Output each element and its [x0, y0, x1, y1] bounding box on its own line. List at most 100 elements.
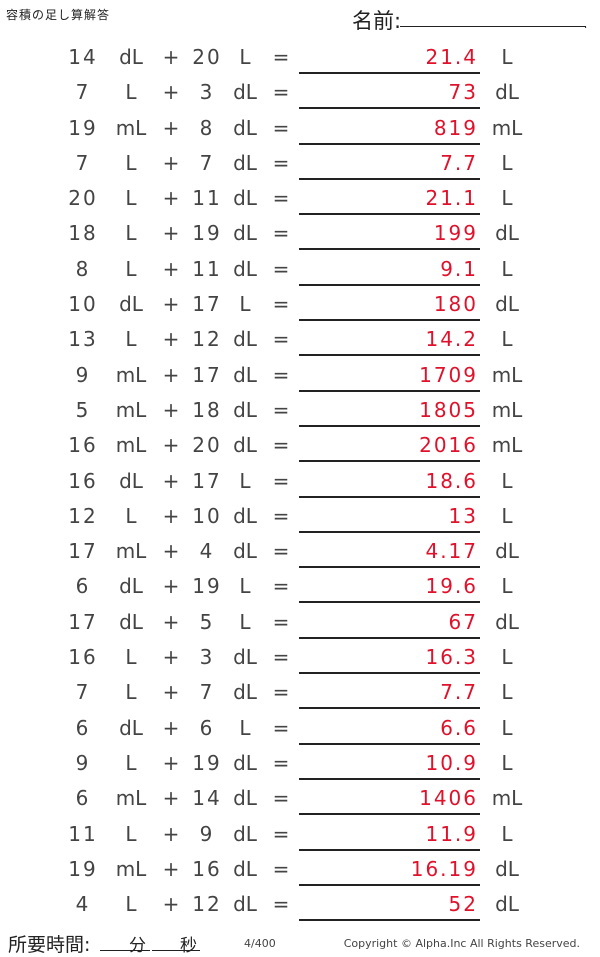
- operand-b: 11: [192, 256, 222, 281]
- answer-line[interactable]: [299, 319, 480, 322]
- result-unit: L: [501, 680, 513, 705]
- unit-b: dL: [233, 221, 257, 246]
- operand-a: 7: [75, 680, 91, 705]
- answer-line[interactable]: [299, 777, 480, 780]
- result-unit: mL: [491, 362, 523, 387]
- unit-b: dL: [233, 645, 257, 670]
- answer-line[interactable]: [299, 495, 480, 498]
- answer-line[interactable]: [299, 883, 480, 886]
- operand-a: 16: [68, 468, 98, 493]
- answer-line[interactable]: [299, 742, 480, 745]
- answer-line[interactable]: [299, 424, 480, 427]
- answer-value: 1709: [419, 362, 478, 387]
- plus-sign: +: [162, 821, 180, 846]
- name-field-line[interactable]: [400, 26, 586, 27]
- equals-sign: =: [272, 115, 290, 140]
- plus-sign: +: [162, 856, 180, 881]
- plus-sign: +: [162, 680, 180, 705]
- answer-line[interactable]: [299, 601, 480, 604]
- operand-a: 17: [68, 539, 98, 564]
- plus-sign: +: [162, 115, 180, 140]
- unit-b: L: [239, 715, 251, 740]
- plus-sign: +: [162, 715, 180, 740]
- answer-line[interactable]: [299, 460, 480, 463]
- equals-sign: =: [272, 327, 290, 352]
- problem-row: 12 L +10 dL = 13 L: [0, 499, 600, 534]
- answer-line[interactable]: [299, 919, 480, 922]
- unit-b: dL: [233, 750, 257, 775]
- unit-b: L: [239, 468, 251, 493]
- problem-row: 16 mL +20 dL = 2016 mL: [0, 428, 600, 463]
- answer-line[interactable]: [299, 142, 480, 145]
- result-unit: L: [501, 574, 513, 599]
- operand-b: 12: [192, 892, 222, 917]
- plus-sign: +: [162, 327, 180, 352]
- plus-sign: +: [162, 468, 180, 493]
- answer-line[interactable]: [299, 707, 480, 710]
- unit-b: dL: [233, 680, 257, 705]
- operand-b: 17: [192, 362, 222, 387]
- result-unit: dL: [495, 221, 519, 246]
- result-unit: dL: [495, 539, 519, 564]
- unit-a: L: [125, 821, 137, 846]
- answer-line[interactable]: [299, 566, 480, 569]
- answer-line[interactable]: [299, 636, 480, 639]
- answer-line[interactable]: [299, 672, 480, 675]
- problem-row: 16 dL +17 L = 18.6 L: [0, 464, 600, 499]
- unit-b: dL: [233, 362, 257, 387]
- plus-sign: +: [162, 503, 180, 528]
- result-unit: L: [501, 186, 513, 211]
- unit-a: L: [125, 186, 137, 211]
- problem-row: 11 L +9 dL = 11.9 L: [0, 817, 600, 852]
- answer-line[interactable]: [299, 389, 480, 392]
- unit-b: dL: [233, 821, 257, 846]
- unit-a: mL: [115, 856, 147, 881]
- answer-line[interactable]: [299, 248, 480, 251]
- answer-value: 14.2: [425, 327, 478, 352]
- answer-value: 73: [448, 80, 478, 105]
- answer-line[interactable]: [299, 530, 480, 533]
- equals-sign: =: [272, 574, 290, 599]
- operand-b: 20: [192, 433, 222, 458]
- operand-b: 14: [192, 786, 222, 811]
- operand-a: 9: [75, 362, 91, 387]
- plus-sign: +: [162, 80, 180, 105]
- operand-b: 20: [192, 45, 222, 69]
- unit-a: dL: [119, 45, 143, 69]
- answer-line[interactable]: [299, 283, 480, 286]
- unit-a: mL: [115, 362, 147, 387]
- unit-a: L: [125, 750, 137, 775]
- equals-sign: =: [272, 645, 290, 670]
- plus-sign: +: [162, 150, 180, 175]
- answer-line[interactable]: [299, 107, 480, 110]
- result-unit: mL: [491, 786, 523, 811]
- unit-a: mL: [115, 433, 147, 458]
- unit-b: L: [239, 45, 251, 69]
- answer-line[interactable]: [299, 213, 480, 216]
- result-unit: L: [501, 645, 513, 670]
- answer-line[interactable]: [299, 72, 480, 74]
- equals-sign: =: [272, 821, 290, 846]
- unit-a: dL: [119, 715, 143, 740]
- copyright: Copyright © Alpha.Inc All Rights Reserve…: [343, 937, 580, 950]
- minutes-field-line[interactable]: [100, 950, 150, 951]
- equals-sign: =: [272, 362, 290, 387]
- operand-a: 16: [68, 645, 98, 670]
- unit-a: L: [125, 256, 137, 281]
- operand-b: 11: [192, 186, 222, 211]
- unit-b: dL: [233, 327, 257, 352]
- answer-line[interactable]: [299, 354, 480, 357]
- answer-line[interactable]: [299, 848, 480, 851]
- operand-b: 8: [199, 115, 215, 140]
- seconds-field-line[interactable]: [152, 950, 200, 951]
- plus-sign: +: [162, 292, 180, 317]
- answer-line[interactable]: [299, 177, 480, 180]
- answer-value: 13: [448, 503, 478, 528]
- answer-value: 10.9: [425, 750, 478, 775]
- result-unit: mL: [491, 397, 523, 422]
- problem-row: 10 dL +17 L = 180 dL: [0, 287, 600, 322]
- answer-value: 7.7: [440, 150, 478, 175]
- answer-line[interactable]: [299, 813, 480, 816]
- unit-b: L: [239, 609, 251, 634]
- operand-a: 6: [75, 786, 91, 811]
